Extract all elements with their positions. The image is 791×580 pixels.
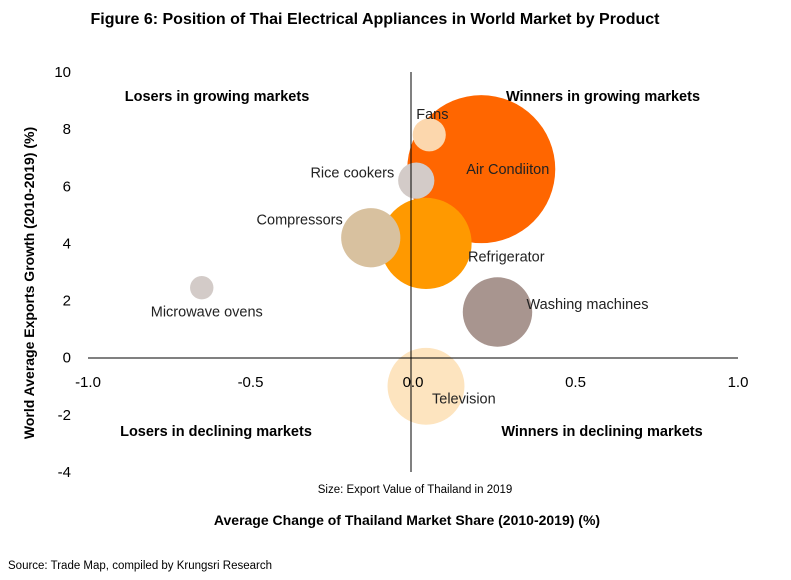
point-label-rice-cookers: Rice cookers [310,166,394,182]
x-tick-label: 0.5 [565,374,586,391]
y-tick-label: 10 [54,64,71,81]
bubble-compressors [341,208,401,268]
point-label-fans: Fans [416,107,448,123]
point-label-washing-machines: Washing machines [527,297,649,313]
quadrant-label-top-left: Losers in growing markets [125,89,310,105]
bubble-size-note: Size: Export Value of Thailand in 2019 [318,484,513,496]
x-tick-label: -0.5 [238,374,264,391]
x-tick-label: -1.0 [75,374,101,391]
x-tick-label: 1.0 [728,374,749,391]
y-tick-label: 6 [63,178,71,195]
y-tick-label: 8 [63,121,71,138]
y-tick-label: 2 [63,293,71,310]
quadrant-label-top-right: Winners in growing markets [506,89,700,105]
point-label-microwave-ovens: Microwave ovens [151,305,263,321]
chart-title: Figure 6: Position of Thai Electrical Ap… [91,11,661,28]
y-tick-label: 4 [63,235,71,252]
y-tick-label: 0 [63,350,71,367]
point-label-compressors: Compressors [257,213,343,229]
source-note: Source: Trade Map, compiled by Krungsri … [8,560,272,572]
quadrant-label-bottom-right: Winners in declining markets [501,424,702,440]
y-tick-labels: 10 8 6 4 2 0 -2 -4 [54,64,71,481]
point-label-refrigerator: Refrigerator [468,249,545,265]
bubble-fans [412,118,446,152]
bubble-microwave-ovens [190,276,214,300]
quadrant-label-bottom-left: Losers in declining markets [120,424,312,440]
y-tick-label: -4 [58,464,71,481]
x-axis-title: Average Change of Thailand Market Share … [214,512,600,528]
x-tick-label: 0.0 [403,374,424,391]
x-tick-labels: -1.0 -0.5 0.0 0.5 1.0 [75,374,748,391]
point-labels: Air Condiiton Refrigerator Television Washi… [151,107,649,407]
point-label-television: Television [432,391,496,407]
point-label-air-condiiton: Air Condiiton [466,162,549,178]
bubble-television [387,347,465,425]
bubble-rice-cookers [398,162,435,199]
bubble-refrigerator [380,197,472,290]
bubble-washing-machines [462,277,533,347]
bubble-layer [190,95,556,425]
y-tick-label: -2 [58,407,71,424]
y-axis-title: World Average Exports Growth (2010-2019)… [21,127,37,439]
